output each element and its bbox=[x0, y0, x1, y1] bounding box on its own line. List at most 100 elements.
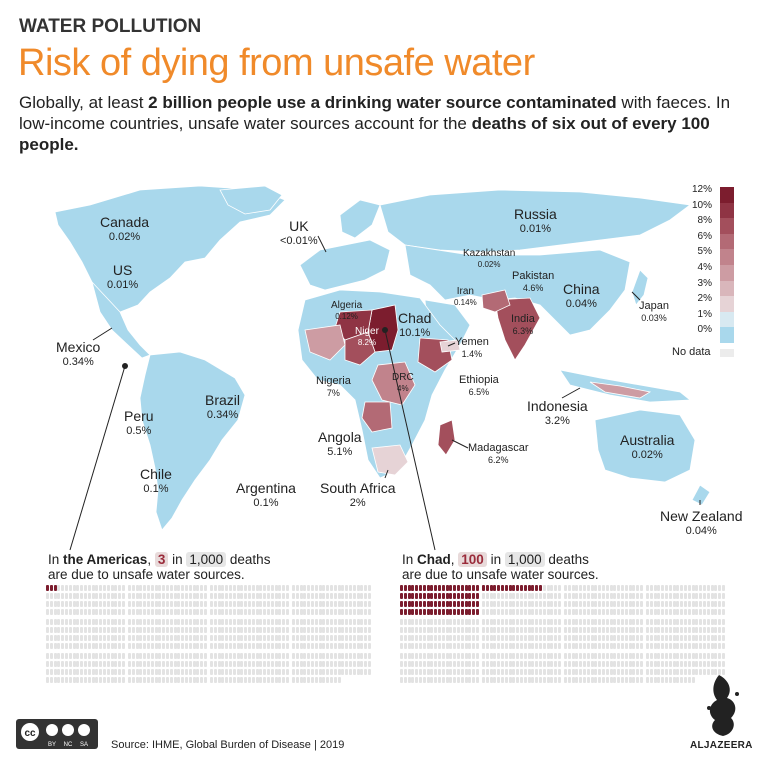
person-icon bbox=[248, 669, 251, 675]
person-icon bbox=[103, 601, 106, 607]
person-icon bbox=[91, 619, 95, 625]
australia-shape bbox=[594, 409, 696, 483]
person-icon bbox=[684, 635, 687, 641]
person-icon bbox=[341, 669, 345, 675]
person-icon bbox=[621, 619, 624, 625]
person-icon bbox=[192, 627, 196, 633]
person-icon bbox=[162, 661, 166, 667]
person-icon bbox=[583, 643, 586, 649]
person-icon bbox=[714, 669, 718, 675]
person-icon bbox=[46, 585, 49, 591]
person-icon bbox=[267, 593, 270, 599]
person-icon bbox=[169, 627, 173, 633]
person-icon bbox=[364, 653, 368, 659]
person-icon bbox=[445, 619, 449, 625]
person-icon bbox=[676, 643, 680, 649]
person-icon bbox=[680, 627, 684, 633]
person-icon bbox=[282, 609, 286, 615]
person-icon bbox=[504, 593, 508, 599]
person-icon bbox=[665, 661, 668, 667]
person-icon bbox=[476, 601, 479, 607]
person-icon bbox=[72, 653, 76, 659]
person-icon bbox=[613, 627, 617, 633]
person-icon bbox=[76, 609, 80, 615]
person-icon bbox=[326, 585, 330, 591]
legend-swatch bbox=[720, 233, 734, 250]
person-icon bbox=[653, 643, 657, 649]
person-icon bbox=[579, 593, 583, 599]
person-icon bbox=[415, 585, 419, 591]
person-icon bbox=[333, 653, 337, 659]
person-icon bbox=[154, 609, 158, 615]
person-icon bbox=[539, 609, 542, 615]
europe-shape bbox=[299, 239, 391, 291]
person-icon bbox=[225, 661, 229, 667]
person-icon bbox=[244, 635, 248, 641]
person-icon bbox=[464, 619, 468, 625]
person-icon bbox=[236, 585, 240, 591]
person-icon bbox=[523, 635, 527, 641]
person-icon bbox=[672, 669, 676, 675]
person-icon bbox=[181, 643, 185, 649]
person-icon bbox=[263, 661, 267, 667]
person-icon bbox=[617, 585, 621, 591]
person-icon bbox=[131, 593, 135, 599]
person-icon bbox=[210, 677, 213, 683]
person-icon bbox=[657, 661, 661, 667]
person-icon bbox=[240, 661, 244, 667]
person-icon bbox=[632, 653, 636, 659]
person-icon bbox=[169, 585, 173, 591]
person-icon bbox=[493, 593, 497, 599]
person-icon bbox=[504, 601, 508, 607]
person-icon bbox=[314, 627, 318, 633]
person-icon bbox=[558, 593, 561, 599]
person-icon bbox=[546, 585, 550, 591]
person-icon bbox=[527, 601, 531, 607]
person-icon bbox=[438, 643, 441, 649]
person-icon bbox=[236, 653, 240, 659]
person-icon bbox=[95, 593, 99, 599]
person-icon bbox=[91, 593, 95, 599]
person-icon bbox=[131, 609, 135, 615]
person-icon bbox=[472, 635, 476, 641]
person-icon bbox=[236, 619, 240, 625]
person-icon bbox=[554, 661, 558, 667]
person-icon bbox=[232, 619, 236, 625]
person-icon bbox=[311, 653, 314, 659]
person-icon bbox=[49, 635, 53, 641]
person-icon bbox=[512, 609, 516, 615]
person-icon bbox=[106, 661, 110, 667]
person-icon bbox=[445, 627, 449, 633]
person-icon bbox=[617, 643, 621, 649]
person-icon bbox=[270, 619, 274, 625]
person-icon bbox=[213, 619, 217, 625]
person-icon bbox=[72, 643, 76, 649]
person-icon bbox=[307, 661, 311, 667]
person-icon bbox=[497, 593, 501, 599]
person-icon bbox=[453, 669, 457, 675]
person-icon bbox=[411, 619, 415, 625]
person-icon bbox=[546, 677, 550, 683]
person-icon bbox=[356, 601, 360, 607]
person-icon bbox=[87, 609, 91, 615]
person-icon bbox=[598, 593, 602, 599]
person-icon bbox=[632, 619, 636, 625]
person-icon bbox=[84, 585, 87, 591]
person-icon bbox=[91, 653, 95, 659]
person-icon bbox=[695, 669, 699, 675]
person-icon bbox=[449, 677, 453, 683]
person-icon bbox=[333, 593, 337, 599]
person-icon bbox=[99, 635, 103, 641]
person-icon bbox=[531, 619, 535, 625]
person-icon bbox=[445, 653, 449, 659]
person-icon bbox=[476, 677, 479, 683]
person-icon bbox=[295, 661, 299, 667]
person-icon bbox=[185, 635, 188, 641]
person-icon bbox=[539, 593, 542, 599]
person-icon bbox=[523, 585, 527, 591]
person-icon bbox=[95, 585, 99, 591]
person-icon bbox=[419, 601, 422, 607]
person-icon bbox=[299, 669, 303, 675]
person-icon bbox=[210, 619, 213, 625]
person-icon bbox=[512, 653, 516, 659]
